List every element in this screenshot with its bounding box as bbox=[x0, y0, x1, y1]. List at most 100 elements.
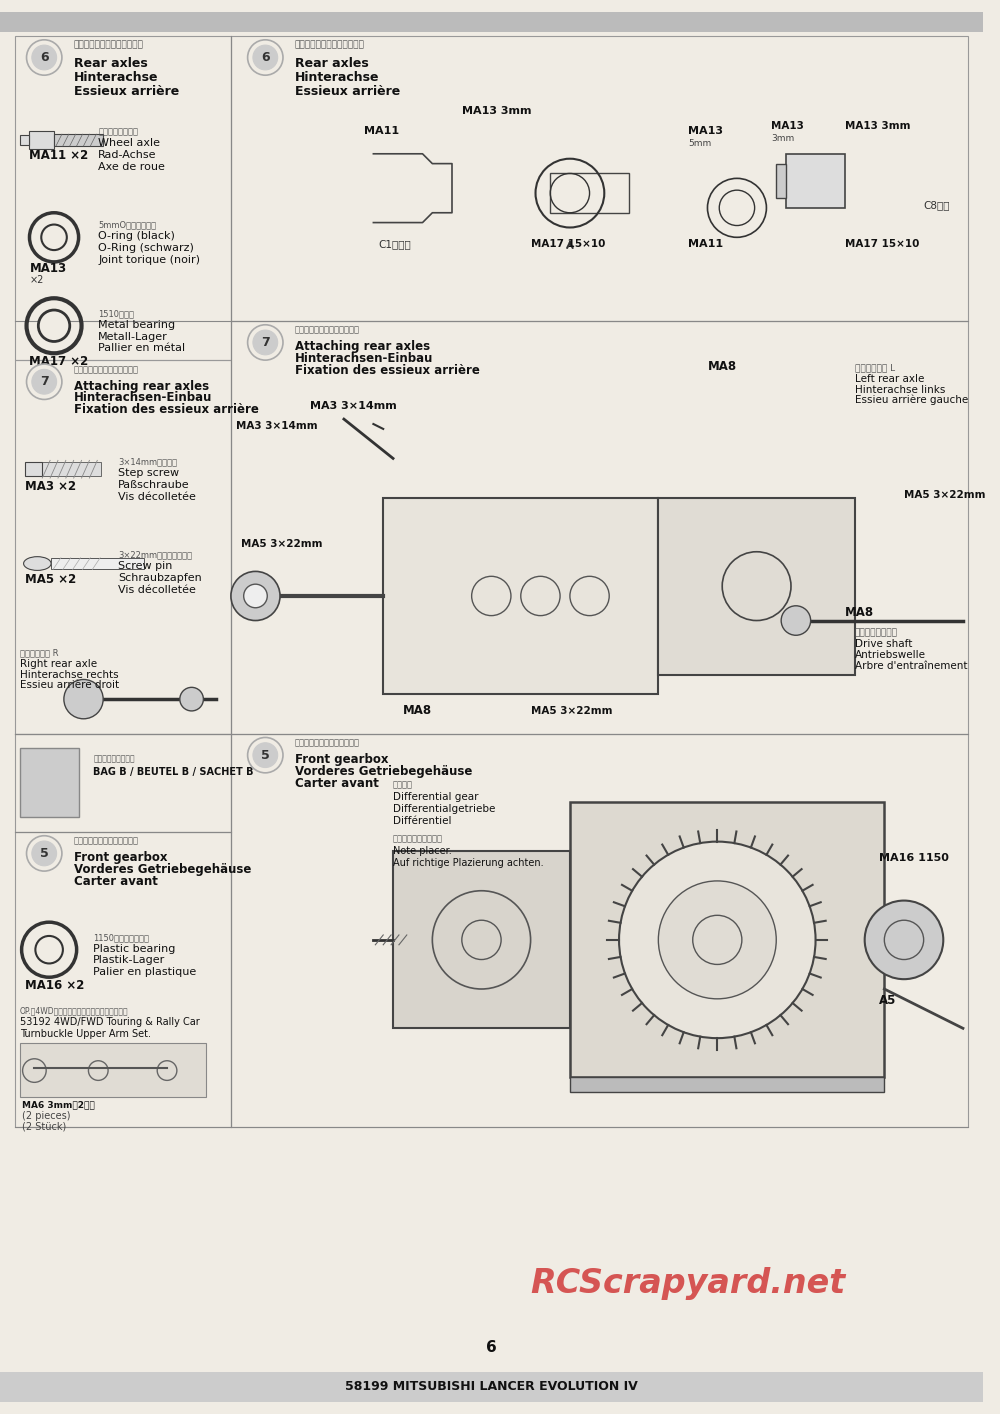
Bar bbox=[786, 154, 845, 208]
Text: Turnbuckle Upper Arm Set.: Turnbuckle Upper Arm Set. bbox=[20, 1029, 151, 1039]
Text: MA16 1150: MA16 1150 bbox=[879, 853, 949, 864]
Circle shape bbox=[32, 369, 57, 395]
Text: 〈リヤアクスルのくみたて〉: 〈リヤアクスルのくみたて〉 bbox=[295, 41, 365, 49]
Text: A5: A5 bbox=[879, 994, 897, 1007]
Text: リヤアクスル R: リヤアクスル R bbox=[20, 648, 58, 658]
Bar bbox=[658, 498, 855, 674]
Circle shape bbox=[244, 584, 267, 608]
Text: 〈リヤアクスルの取り付け〉: 〈リヤアクスルの取り付け〉 bbox=[74, 365, 139, 373]
Text: MA8: MA8 bbox=[403, 704, 432, 717]
Bar bbox=[776, 164, 786, 198]
Text: Différentiel: Différentiel bbox=[393, 816, 452, 826]
Text: Hinterachsen-Einbau: Hinterachsen-Einbau bbox=[295, 352, 433, 365]
Text: 差動ギヤ: 差動ギヤ bbox=[393, 781, 413, 789]
Text: Vorderes Getriebegehäuse: Vorderes Getriebegehäuse bbox=[295, 765, 472, 778]
Text: Hinterachse: Hinterachse bbox=[74, 71, 158, 83]
Text: Essieu arrière droit: Essieu arrière droit bbox=[20, 680, 119, 690]
Text: MA5 3×22mm: MA5 3×22mm bbox=[241, 539, 322, 549]
Bar bbox=[0, 1372, 983, 1401]
Circle shape bbox=[781, 605, 811, 635]
Text: MA17 15×10: MA17 15×10 bbox=[531, 239, 605, 249]
Ellipse shape bbox=[24, 557, 51, 570]
Bar bbox=[15, 361, 231, 734]
Bar bbox=[20, 136, 29, 146]
Text: MA16 ×2: MA16 ×2 bbox=[25, 978, 84, 993]
Text: Front gearbox: Front gearbox bbox=[295, 754, 388, 766]
Bar bbox=[15, 35, 231, 361]
Text: MA13 3mm: MA13 3mm bbox=[462, 106, 531, 116]
Text: 5: 5 bbox=[261, 748, 270, 762]
Text: 5: 5 bbox=[40, 847, 49, 860]
Bar bbox=[383, 498, 658, 694]
Text: Metall-Lager: Metall-Lager bbox=[98, 331, 168, 342]
Bar bbox=[550, 174, 629, 212]
Text: Vis décolletée: Vis décolletée bbox=[118, 585, 196, 595]
Text: RCScrapyard.net: RCScrapyard.net bbox=[530, 1267, 845, 1301]
Text: 5mmOリング（黒）: 5mmOリング（黒） bbox=[98, 221, 156, 229]
Text: OP.（4WDツーリングアッパーアームセット）: OP.（4WDツーリングアッパーアームセット） bbox=[20, 1007, 128, 1015]
Circle shape bbox=[253, 45, 278, 69]
Text: Joint torique (noir): Joint torique (noir) bbox=[98, 255, 200, 264]
Bar bbox=[570, 1077, 884, 1092]
Text: Wheel axle: Wheel axle bbox=[98, 139, 160, 148]
Text: (2 Stück): (2 Stück) bbox=[22, 1121, 66, 1131]
Text: 6: 6 bbox=[486, 1340, 497, 1355]
Text: ドライブシャフト: ドライブシャフト bbox=[855, 628, 898, 638]
Text: Vorderes Getriebegehäuse: Vorderes Getriebegehäuse bbox=[74, 863, 251, 877]
Text: Attaching rear axles: Attaching rear axles bbox=[295, 341, 430, 354]
Text: C1（右）: C1（右） bbox=[378, 239, 411, 249]
Text: ×2: ×2 bbox=[29, 276, 44, 286]
Bar bbox=[15, 734, 231, 831]
Text: MA13: MA13 bbox=[688, 126, 723, 136]
Circle shape bbox=[231, 571, 280, 621]
Bar bbox=[231, 321, 968, 734]
Text: MA17 ×2: MA17 ×2 bbox=[29, 355, 89, 368]
Text: Vis décolletée: Vis décolletée bbox=[118, 492, 196, 502]
Text: MA3 3×14mm: MA3 3×14mm bbox=[236, 421, 317, 431]
Text: (2 pieces): (2 pieces) bbox=[22, 1111, 70, 1121]
Text: Left rear axle: Left rear axle bbox=[855, 373, 924, 383]
Text: 袋詰品を確認して！: 袋詰品を確認して！ bbox=[93, 754, 135, 764]
Text: MA13: MA13 bbox=[771, 122, 804, 132]
Text: Right rear axle: Right rear axle bbox=[20, 659, 97, 669]
Text: MA8: MA8 bbox=[707, 361, 737, 373]
Text: Pallier en métal: Pallier en métal bbox=[98, 344, 185, 354]
Text: BAG B / BEUTEL B / SACHET B: BAG B / BEUTEL B / SACHET B bbox=[93, 766, 254, 776]
Text: Palier en plastique: Palier en plastique bbox=[93, 967, 197, 977]
Text: Step screw: Step screw bbox=[118, 468, 179, 478]
Text: 1510メタル: 1510メタル bbox=[98, 308, 134, 318]
Text: MA13 3mm: MA13 3mm bbox=[845, 122, 911, 132]
Text: MA3 ×2: MA3 ×2 bbox=[25, 479, 76, 493]
Text: Fixation des essieux arrière: Fixation des essieux arrière bbox=[295, 363, 480, 378]
Text: Front gearbox: Front gearbox bbox=[74, 851, 167, 864]
Text: リヤアクスル L: リヤアクスル L bbox=[855, 363, 895, 372]
Circle shape bbox=[658, 881, 776, 998]
Text: Hinterachse rechts: Hinterachse rechts bbox=[20, 669, 118, 680]
Circle shape bbox=[619, 841, 816, 1038]
Text: MA3 3×14mm: MA3 3×14mm bbox=[310, 402, 396, 411]
Text: Essieu arrière gauche: Essieu arrière gauche bbox=[855, 395, 968, 406]
Text: 7: 7 bbox=[261, 337, 270, 349]
Bar bbox=[29, 132, 54, 148]
Text: Paßschraube: Paßschraube bbox=[118, 479, 190, 489]
Bar bbox=[231, 734, 968, 1127]
Bar bbox=[0, 13, 983, 33]
Text: Attaching rear axles: Attaching rear axles bbox=[74, 379, 209, 393]
Text: Metal bearing: Metal bearing bbox=[98, 320, 175, 329]
Text: O-Ring (schwarz): O-Ring (schwarz) bbox=[98, 243, 194, 253]
Text: 53192 4WD/FWD Touring & Rally Car: 53192 4WD/FWD Touring & Rally Car bbox=[20, 1017, 199, 1028]
Circle shape bbox=[32, 841, 57, 865]
Text: Carter avant: Carter avant bbox=[295, 776, 379, 789]
Text: 〈リヤアクスルのくみたて〉: 〈リヤアクスルのくみたて〉 bbox=[74, 41, 144, 49]
Circle shape bbox=[865, 901, 943, 978]
Text: Carter avant: Carter avant bbox=[74, 875, 158, 888]
Text: Arbre d'entraînement: Arbre d'entraînement bbox=[855, 660, 967, 670]
Circle shape bbox=[32, 45, 57, 69]
Text: Drive shaft: Drive shaft bbox=[855, 639, 912, 649]
Text: 〈フロントギヤーボックス〉: 〈フロントギヤーボックス〉 bbox=[74, 837, 139, 846]
Text: 5mm: 5mm bbox=[688, 139, 711, 148]
Text: Plastik-Lager: Plastik-Lager bbox=[93, 956, 166, 966]
Text: Auf richtige Plazierung achten.: Auf richtige Plazierung achten. bbox=[393, 858, 544, 868]
Text: MA17 15×10: MA17 15×10 bbox=[845, 239, 919, 249]
Bar bbox=[54, 134, 103, 146]
